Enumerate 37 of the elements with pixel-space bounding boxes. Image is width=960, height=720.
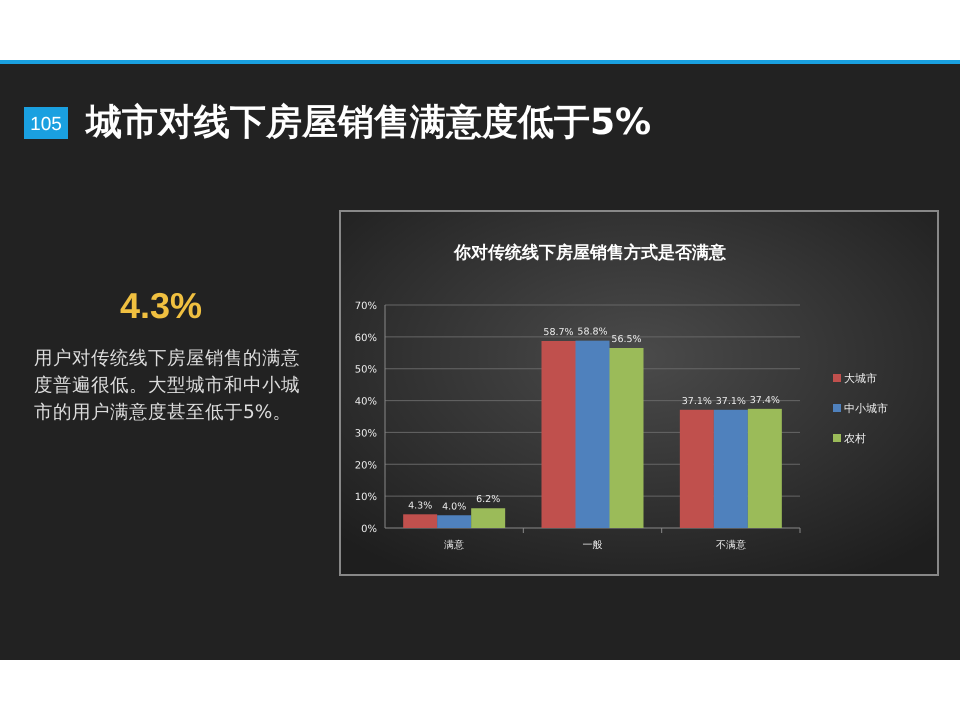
bar: [714, 410, 748, 528]
y-tick-label: 40%: [354, 396, 377, 408]
legend-label: 中小城市: [844, 402, 888, 415]
y-tick-label: 30%: [354, 428, 377, 440]
y-tick-label: 10%: [354, 492, 377, 504]
bar: [403, 514, 438, 528]
data-label: 37.4%: [750, 394, 780, 406]
bar: [437, 515, 472, 528]
data-label: 4.0%: [442, 501, 466, 512]
data-label: 58.8%: [577, 326, 608, 338]
data-label: 37.1%: [716, 396, 746, 407]
bar: [576, 340, 610, 528]
data-label: 4.3%: [408, 500, 432, 512]
bar: [748, 408, 782, 528]
bar: [542, 341, 576, 528]
chart-title: 城市对线下房屋销售满意度低于5%: [86, 101, 652, 145]
x-tick-label: 不满意: [716, 539, 746, 551]
data-label: 58.7%: [543, 327, 574, 338]
data-label: 6.2%: [476, 494, 500, 506]
y-tick-label: 0%: [361, 524, 377, 535]
chart-subtitle: 你对传统线下房屋销售方式是否满意: [453, 243, 727, 263]
data-label: 56.5%: [611, 334, 642, 346]
x-tick-label: 满意: [444, 539, 464, 551]
bar: [471, 508, 506, 528]
data-label: 37.1%: [682, 396, 712, 407]
text: 105: [24, 107, 68, 139]
y-tick-label: 20%: [354, 460, 377, 472]
legend-label: 大城市: [844, 372, 877, 385]
y-tick-label: 70%: [354, 301, 377, 312]
y-tick-label: 50%: [354, 364, 377, 376]
y-tick-label: 60%: [354, 332, 377, 344]
bar: [680, 410, 714, 528]
text: 用户对传统线下房屋销售的满意度普遍很低。大型城市和中小城市的用户满意度甚至低于5%。: [34, 347, 301, 425]
legend-label: 农村: [844, 432, 866, 445]
bar: [610, 348, 644, 528]
x-tick-label: 一般: [582, 540, 602, 551]
text: 4.3%: [120, 285, 202, 327]
